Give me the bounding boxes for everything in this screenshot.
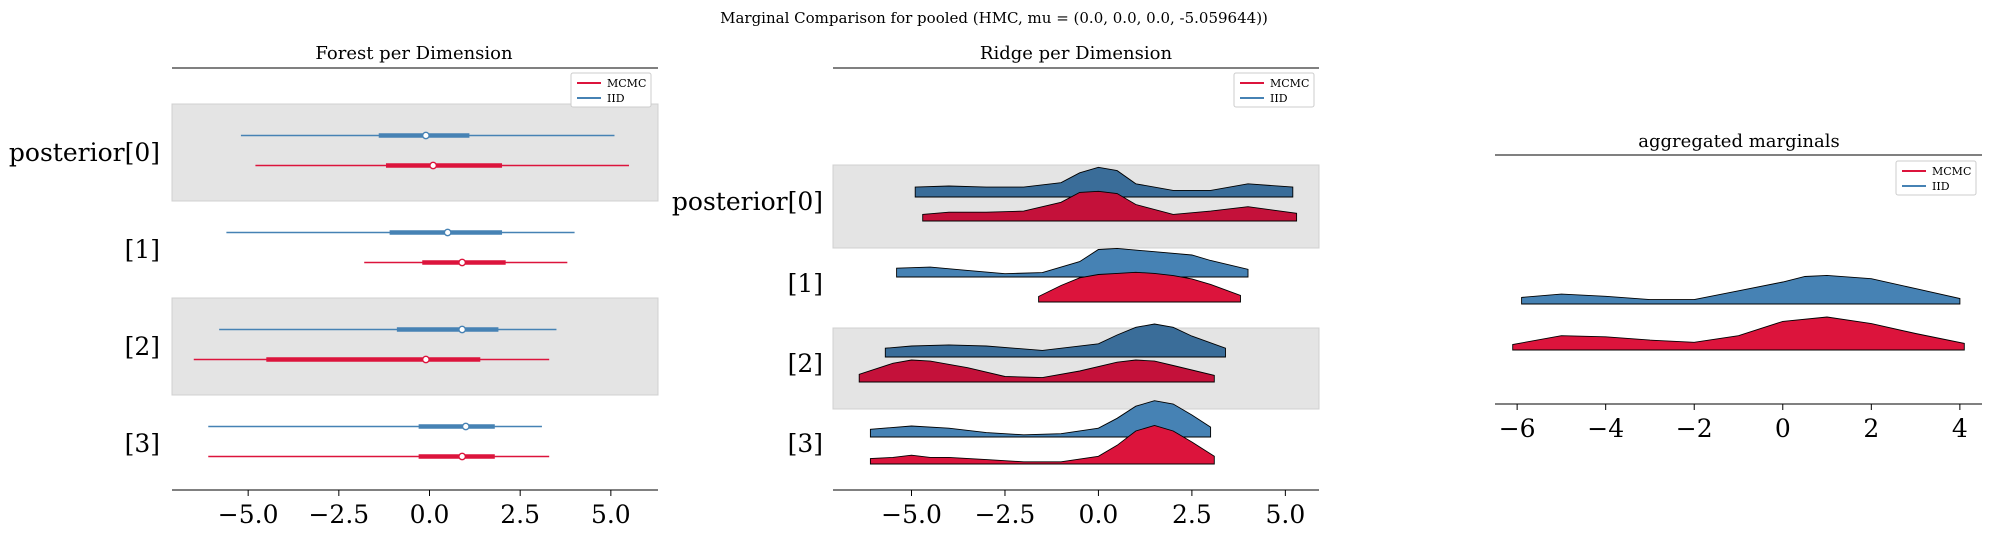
forest-legend: MCMC IID — [570, 72, 652, 108]
aggregated-x-tick-label: −2 — [1676, 414, 1713, 443]
forest-category-label: posterior[0] — [9, 138, 160, 167]
ridge-category-label: [3] — [788, 429, 823, 458]
forest-median-point — [443, 228, 452, 237]
forest-median-point — [429, 161, 437, 170]
forest-row-band — [171, 297, 659, 396]
aggregated-plot-area: −6 −4 −2 0 2 4 — [1495, 154, 1982, 443]
ridge-density-mcmc — [1038, 271, 1241, 303]
aggregated-title: aggregated marginals — [1638, 131, 1839, 152]
aggregated-density-iid — [1521, 274, 1961, 305]
ridge-density-mcmc — [922, 190, 1298, 222]
ridge-density-iid — [869, 400, 1212, 438]
aggregated-x-tick-label: 4 — [1952, 414, 1968, 443]
ridge-density-iid — [884, 323, 1226, 358]
forest-x-tick-label: −2.5 — [308, 500, 369, 529]
forest-x-tick-label: −5.0 — [218, 500, 279, 529]
ridge-legend: MCMC IID — [1233, 72, 1315, 108]
forest-median-point — [461, 422, 470, 431]
aggregated-panel: aggregated marginals −6 −4 −2 0 2 4 MCMC IID — [1495, 131, 1982, 443]
ridge-title: Ridge per Dimension — [980, 43, 1173, 64]
ridge-density-iid — [914, 166, 1294, 198]
ridge-plot-area: posterior[0] [1] [2] [3] −5.0 −2.5 0.0 2.5 5.0 — [672, 67, 1320, 529]
forest-category-label: [2] — [125, 332, 160, 361]
ridge-category-label: [2] — [788, 349, 823, 378]
forest-legend-iid-label: IID — [607, 92, 625, 105]
forest-row-band — [171, 103, 659, 202]
aggregated-x-tick-label: 2 — [1863, 414, 1879, 443]
forest-category-label: [3] — [125, 429, 160, 458]
aggregated-density-mcmc — [1512, 316, 1965, 351]
aggregated-x-tick-label: −6 — [1499, 414, 1536, 443]
forest-panel: Forest per Dimension posterior[0] [1] [2] [… — [9, 43, 659, 529]
ridge-x-tick-label: 2.5 — [1172, 500, 1212, 529]
ridge-category-label: posterior[0] — [672, 187, 823, 216]
aggregated-legend-iid-label: IID — [1932, 180, 1950, 193]
forest-median-point — [422, 355, 430, 364]
aggregated-x-tick-label: −4 — [1587, 414, 1624, 443]
forest-median-point — [458, 325, 466, 334]
ridge-panel: Ridge per Dimension posterior[0] [1] [2] [3… — [672, 43, 1320, 529]
figure-title: Marginal Comparison for pooled (HMC, mu … — [720, 9, 1268, 27]
forest-legend-mcmc-label: MCMC — [607, 77, 646, 90]
forest-median-point — [458, 452, 466, 461]
aggregated-legend-mcmc-label: MCMC — [1932, 165, 1971, 178]
forest-x-tick-label: 0.0 — [410, 500, 450, 529]
ridge-x-tick-label: −2.5 — [975, 500, 1036, 529]
forest-title: Forest per Dimension — [315, 43, 513, 64]
aggregated-x-tick-label: 0 — [1775, 414, 1791, 443]
forest-median-point — [458, 258, 466, 267]
ridge-density-iid — [896, 247, 1249, 278]
ridge-legend-iid-label: IID — [1270, 92, 1288, 105]
ridge-x-tick-label: −5.0 — [881, 500, 942, 529]
ridge-density-mcmc — [858, 359, 1215, 383]
ridge-category-label: [1] — [788, 269, 823, 298]
forest-x-tick-label: 5.0 — [591, 500, 631, 529]
ridge-x-tick-label: 0.0 — [1079, 500, 1119, 529]
aggregated-legend: MCMC IID — [1895, 160, 1977, 196]
ridge-legend-mcmc-label: MCMC — [1270, 77, 1309, 90]
forest-category-label: [1] — [125, 235, 160, 264]
ridge-density-mcmc — [869, 425, 1215, 465]
ridge-x-tick-label: 5.0 — [1265, 500, 1305, 529]
forest-median-point — [422, 131, 430, 140]
forest-x-tick-label: 2.5 — [500, 500, 540, 529]
forest-plot-area: posterior[0] [1] [2] [3] −5.0 −2.5 0.0 2.5 5.0 — [9, 67, 659, 529]
